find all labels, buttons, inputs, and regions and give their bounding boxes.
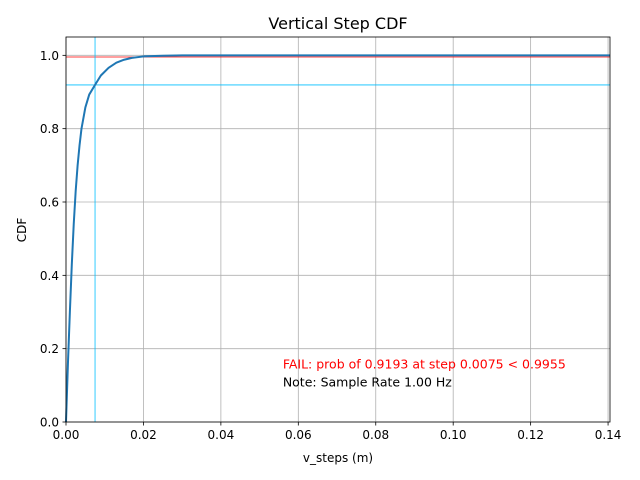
annotations: FAIL: prob of 0.9193 at step 0.0075 < 0.… <box>283 356 566 389</box>
x-tick-label: 0.08 <box>362 428 389 442</box>
ticks: 0.00 0.02 0.04 0.06 0.08 0.10 0.12 0.14 0.0 0.2 0.… <box>40 49 622 442</box>
reference-lines <box>66 37 610 422</box>
chart-title: Vertical Step CDF <box>268 14 407 33</box>
x-tick-label: 0.06 <box>285 428 312 442</box>
y-tick-label: 0.6 <box>40 196 59 210</box>
plot-area <box>66 37 610 422</box>
annotation-text: Note: Sample Rate 1.00 Hz <box>283 375 452 390</box>
cdf-series-line <box>65 54 610 423</box>
x-tick-label: 0.04 <box>208 428 235 442</box>
x-axis-label: v_steps (m) <box>303 451 373 465</box>
x-tick-label: 0.14 <box>595 428 622 442</box>
x-tick-label: 0.10 <box>440 428 467 442</box>
y-axis-label: CDF <box>15 218 29 243</box>
x-tick-label: 0.02 <box>130 428 157 442</box>
y-tick-label: 0.4 <box>40 269 59 283</box>
grid <box>65 37 610 423</box>
y-tick-label: 0.0 <box>40 416 59 430</box>
y-tick-label: 0.2 <box>40 342 59 356</box>
plot-frame <box>65 36 611 423</box>
y-tick-label: 0.8 <box>40 122 59 136</box>
x-tick-label: 0.00 <box>53 428 80 442</box>
y-tick-label: 1.0 <box>40 49 59 63</box>
annotation-text: FAIL: prob of 0.9193 at step 0.0075 < 0.… <box>283 356 566 371</box>
x-tick-label: 0.12 <box>517 428 544 442</box>
series-layer <box>65 54 610 423</box>
